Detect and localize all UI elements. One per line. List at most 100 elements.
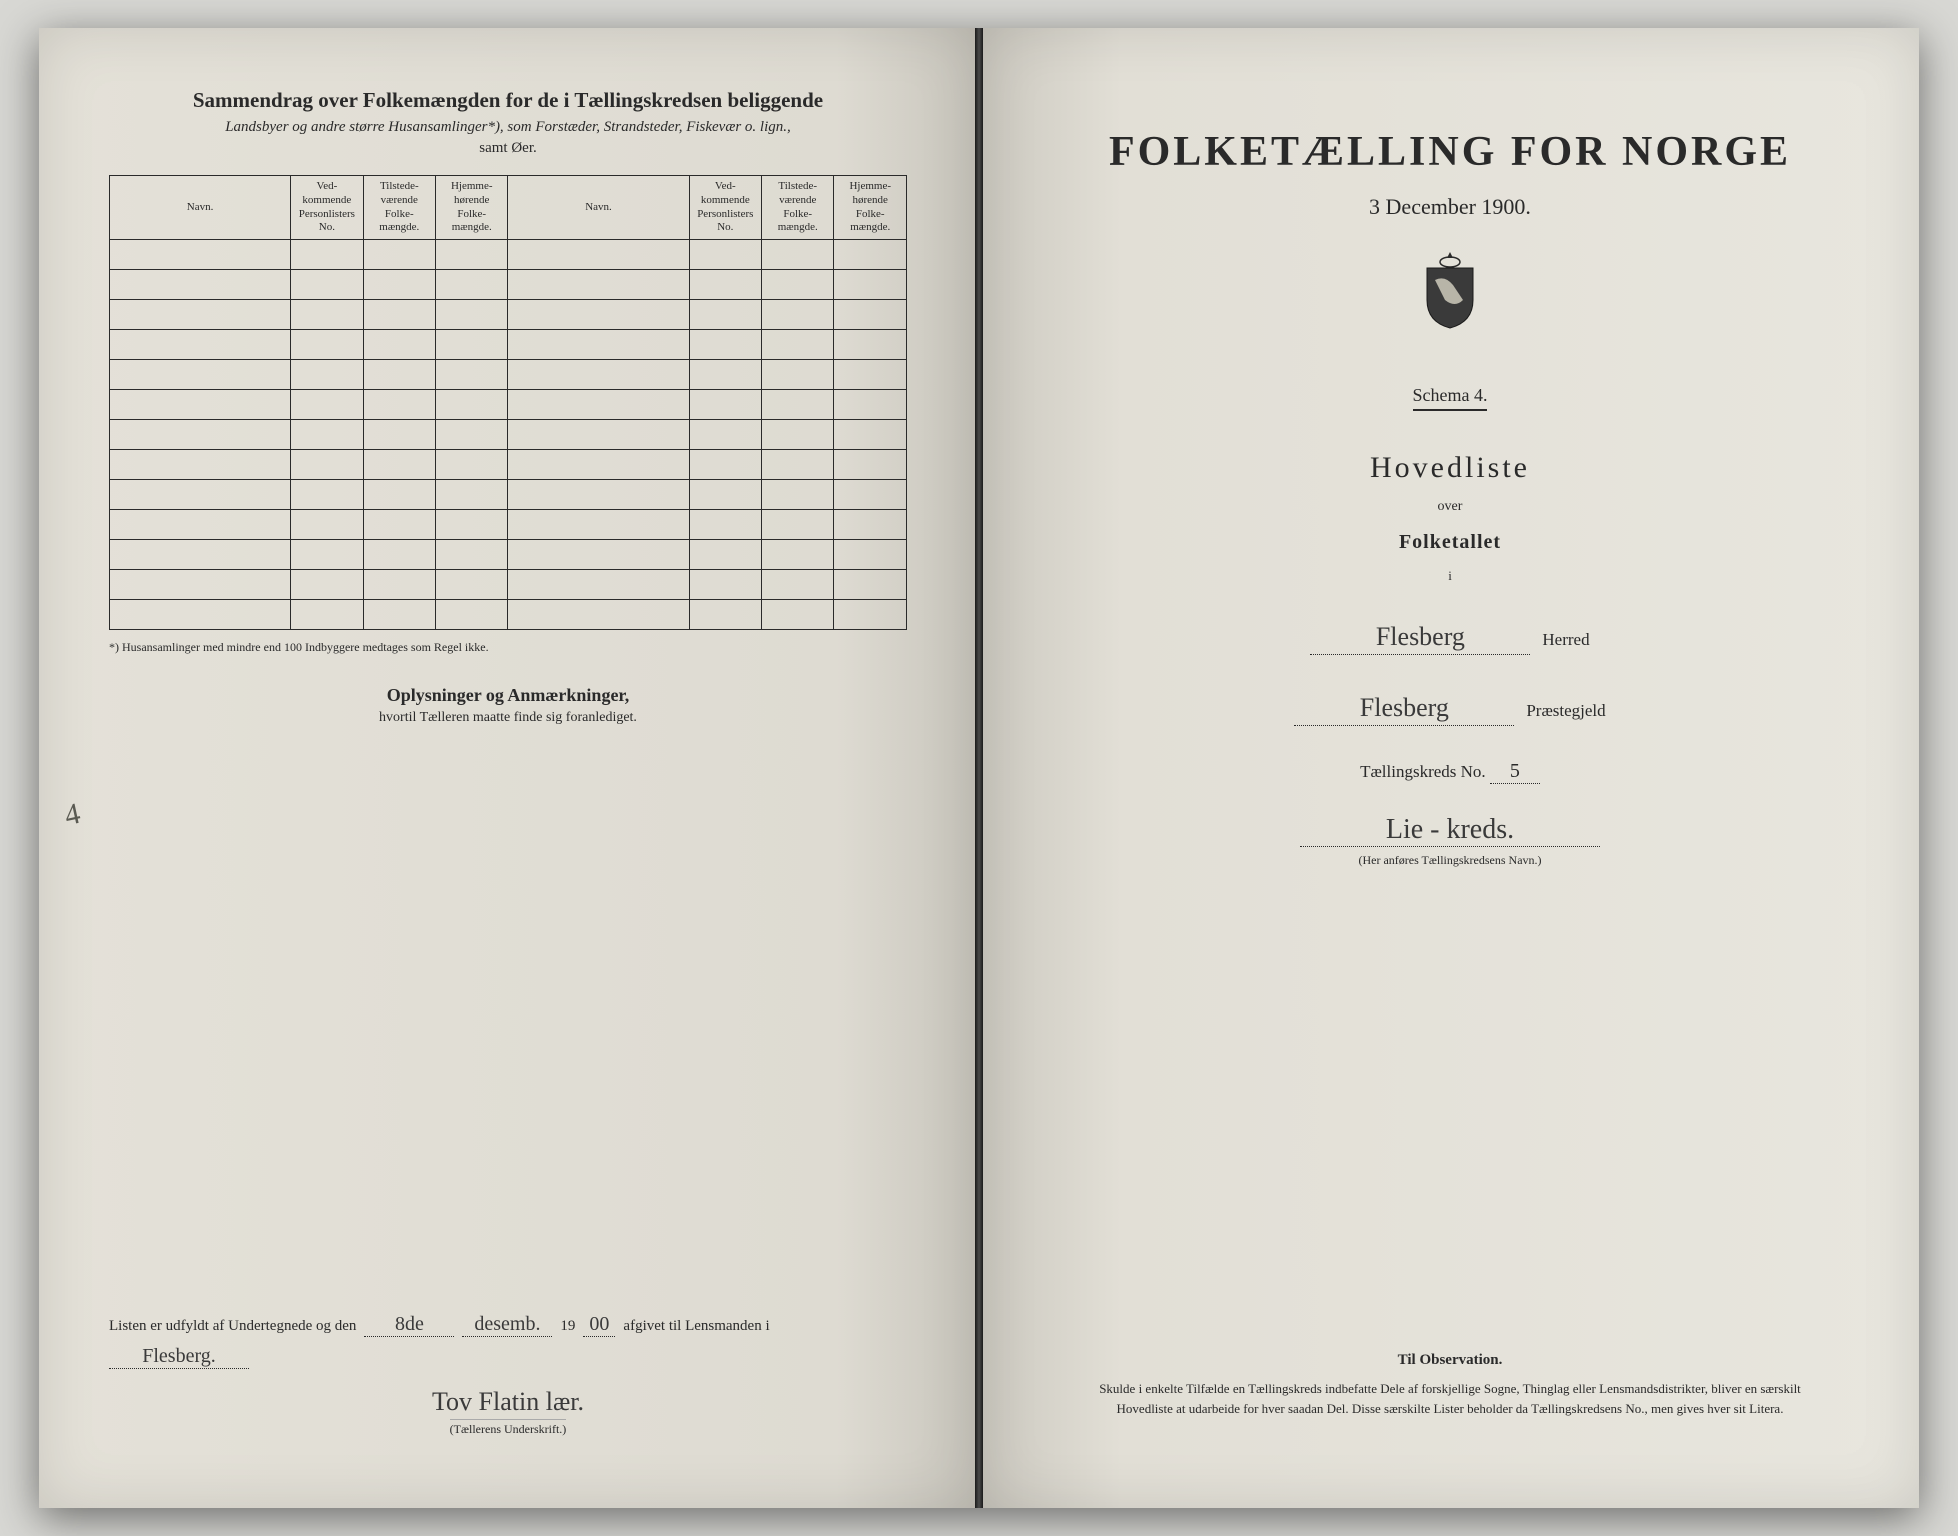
table-cell [762, 480, 834, 510]
table-cell [110, 540, 291, 570]
sig-date-day: 8de [364, 1313, 454, 1337]
table-cell [110, 240, 291, 270]
book-spine [975, 28, 983, 1508]
kreds-number-row: Tællingskreds No. 5 [1051, 760, 1849, 784]
margin-page-number: 4 [62, 796, 84, 832]
i-label: i [1051, 568, 1849, 584]
table-cell [436, 360, 508, 390]
table-row [110, 570, 907, 600]
table-cell [291, 240, 363, 270]
table-cell [110, 600, 291, 630]
table-cell [110, 480, 291, 510]
table-row [110, 300, 907, 330]
table-cell [110, 450, 291, 480]
table-cell [762, 600, 834, 630]
observation-block: Til Observation. Skulde i enkelte Tilfæl… [1071, 1349, 1829, 1419]
table-row [110, 360, 907, 390]
col-hjemme-2: Hjemme-hørende Folke-mængde. [834, 176, 907, 240]
signer-name: Tov Flatin lær. [109, 1387, 907, 1417]
table-cell [436, 240, 508, 270]
table-cell [363, 570, 435, 600]
table-cell [436, 540, 508, 570]
table-cell [834, 600, 907, 630]
table-cell [436, 420, 508, 450]
table-cell [363, 420, 435, 450]
col-navn-2: Navn. [508, 176, 689, 240]
table-cell [762, 420, 834, 450]
praestegjeld-row: Flesberg Præstegjeld [1051, 693, 1849, 726]
table-footnote: *) Husansamlinger med mindre end 100 Ind… [109, 640, 907, 655]
table-cell [834, 390, 907, 420]
table-cell [291, 390, 363, 420]
table-cell [508, 330, 689, 360]
table-cell [762, 240, 834, 270]
table-cell [436, 510, 508, 540]
sig-mid: afgivet til Lensmanden i [623, 1318, 769, 1335]
schema-label: Schema 4. [1413, 385, 1488, 411]
table-cell [436, 450, 508, 480]
table-cell [834, 270, 907, 300]
table-cell [508, 540, 689, 570]
table-cell [110, 270, 291, 300]
table-cell [762, 570, 834, 600]
table-cell [291, 330, 363, 360]
over-label: over [1051, 499, 1849, 515]
table-cell [689, 300, 761, 330]
table-cell [834, 240, 907, 270]
title-page-content: FOLKETÆLLING FOR NORGE 3 December 1900. … [1051, 128, 1849, 868]
table-cell [508, 240, 689, 270]
sig-date-month: desemb. [462, 1313, 552, 1337]
right-page: FOLKETÆLLING FOR NORGE 3 December 1900. … [979, 28, 1919, 1508]
hovedliste-heading: Hovedliste [1051, 451, 1849, 485]
table-row [110, 270, 907, 300]
col-hjemme-1: Hjemme-hørende Folke-mængde. [436, 176, 508, 240]
table-cell [689, 570, 761, 600]
table-cell [762, 300, 834, 330]
table-cell [762, 390, 834, 420]
table-cell [689, 450, 761, 480]
table-cell [363, 390, 435, 420]
table-cell [508, 600, 689, 630]
table-row [110, 540, 907, 570]
table-cell [110, 360, 291, 390]
signature-line: Listen er udfyldt af Undertegnede og den… [109, 1313, 907, 1369]
table-cell [363, 540, 435, 570]
sig-year-prefix: 19 [560, 1318, 575, 1335]
table-cell [436, 300, 508, 330]
table-cell [689, 240, 761, 270]
left-header-subtitle: Landsbyer og andre større Husansamlinger… [109, 119, 907, 136]
coat-of-arms-icon [1415, 250, 1485, 330]
table-cell [363, 300, 435, 330]
table-cell [291, 270, 363, 300]
table-cell [291, 510, 363, 540]
main-title: FOLKETÆLLING FOR NORGE [1051, 128, 1849, 176]
table-cell [689, 390, 761, 420]
table-cell [508, 360, 689, 390]
left-header-title: Sammendrag over Folkemængden for de i Tæ… [109, 88, 907, 113]
kreds-name-caption: (Her anføres Tællingskredsens Navn.) [1051, 853, 1849, 868]
table-cell [508, 570, 689, 600]
table-cell [689, 270, 761, 300]
col-personlister-2: Ved-kommende Personlisters No. [689, 176, 761, 240]
col-tilstede-1: Tilstede-værende Folke-mængde. [363, 176, 435, 240]
table-cell [291, 420, 363, 450]
table-cell [291, 480, 363, 510]
table-row [110, 510, 907, 540]
table-cell [291, 360, 363, 390]
table-cell [363, 360, 435, 390]
table-cell [508, 270, 689, 300]
kreds-number-value: 5 [1490, 760, 1540, 784]
praestegjeld-value: Flesberg [1294, 693, 1514, 726]
table-cell [363, 510, 435, 540]
table-cell [762, 510, 834, 540]
table-cell [508, 390, 689, 420]
summary-table: Navn. Ved-kommende Personlisters No. Til… [109, 175, 907, 630]
herred-value: Flesberg [1310, 622, 1530, 655]
signer-caption: (Tællerens Underskrift.) [450, 1419, 567, 1437]
table-header-row: Navn. Ved-kommende Personlisters No. Til… [110, 176, 907, 240]
open-book: Sammendrag over Folkemængden for de i Tæ… [39, 28, 1919, 1508]
table-cell [508, 450, 689, 480]
table-cell [363, 270, 435, 300]
table-cell [762, 270, 834, 300]
col-navn-1: Navn. [110, 176, 291, 240]
